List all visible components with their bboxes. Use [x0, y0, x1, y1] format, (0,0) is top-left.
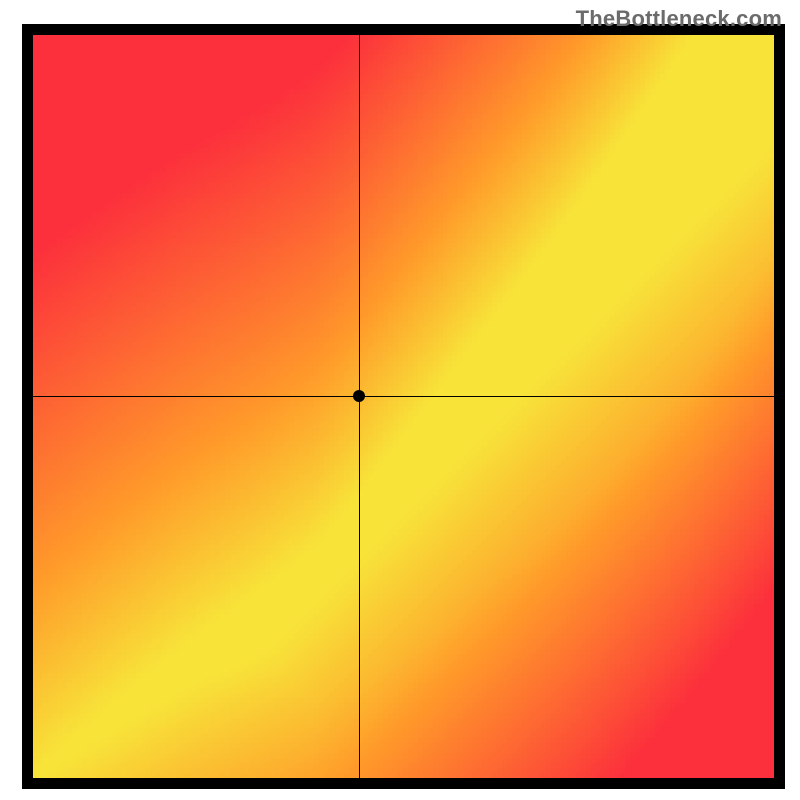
- heatmap-region: [33, 35, 774, 778]
- crosshair-horizontal: [33, 396, 774, 397]
- figure-container: TheBottleneck.com: [0, 0, 800, 800]
- heatmap-canvas: [33, 35, 774, 778]
- crosshair-vertical: [359, 35, 360, 778]
- watermark-text: TheBottleneck.com: [576, 6, 782, 32]
- data-point-marker: [353, 390, 365, 402]
